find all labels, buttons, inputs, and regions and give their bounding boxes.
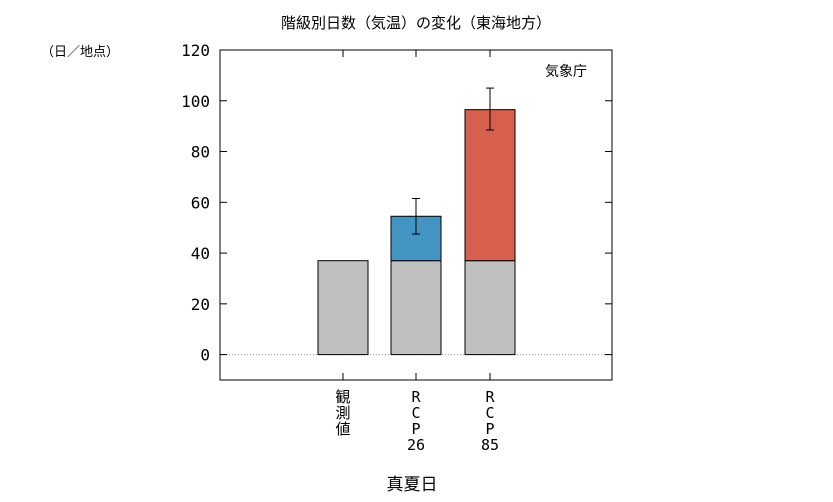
x-tick-label: R xyxy=(411,388,421,406)
bar-base xyxy=(464,260,516,356)
x-tick-label: P xyxy=(485,420,494,438)
x-tick-label: P xyxy=(411,420,420,438)
x-tick-label: R xyxy=(485,388,495,406)
y-tick-label: 60 xyxy=(191,193,210,212)
x-axis-label: 真夏日 xyxy=(387,475,438,495)
x-tick-label: 26 xyxy=(407,436,425,454)
source-label: 気象庁 xyxy=(545,64,587,80)
chart-title: 階級別日数（気温）の変化（東海地方） xyxy=(281,14,551,32)
y-tick-label: 20 xyxy=(191,295,210,314)
y-axis-label: （日／地点） xyxy=(41,45,119,60)
y-tick-label: 40 xyxy=(191,244,210,263)
bar-base xyxy=(390,260,442,356)
x-tick-label: 85 xyxy=(481,436,499,454)
y-tick-label: 0 xyxy=(200,346,210,365)
bar-increase xyxy=(464,109,516,262)
x-tick-label: 測 xyxy=(335,404,350,422)
y-tick-label: 120 xyxy=(181,41,210,60)
y-tick-label: 100 xyxy=(181,92,210,111)
bar-base xyxy=(317,260,369,356)
x-tick-label: 値 xyxy=(335,420,350,438)
y-tick-label: 80 xyxy=(191,143,210,162)
x-tick-label: C xyxy=(485,404,494,422)
x-tick-label: 観 xyxy=(335,388,350,406)
x-tick-label: C xyxy=(411,404,420,422)
